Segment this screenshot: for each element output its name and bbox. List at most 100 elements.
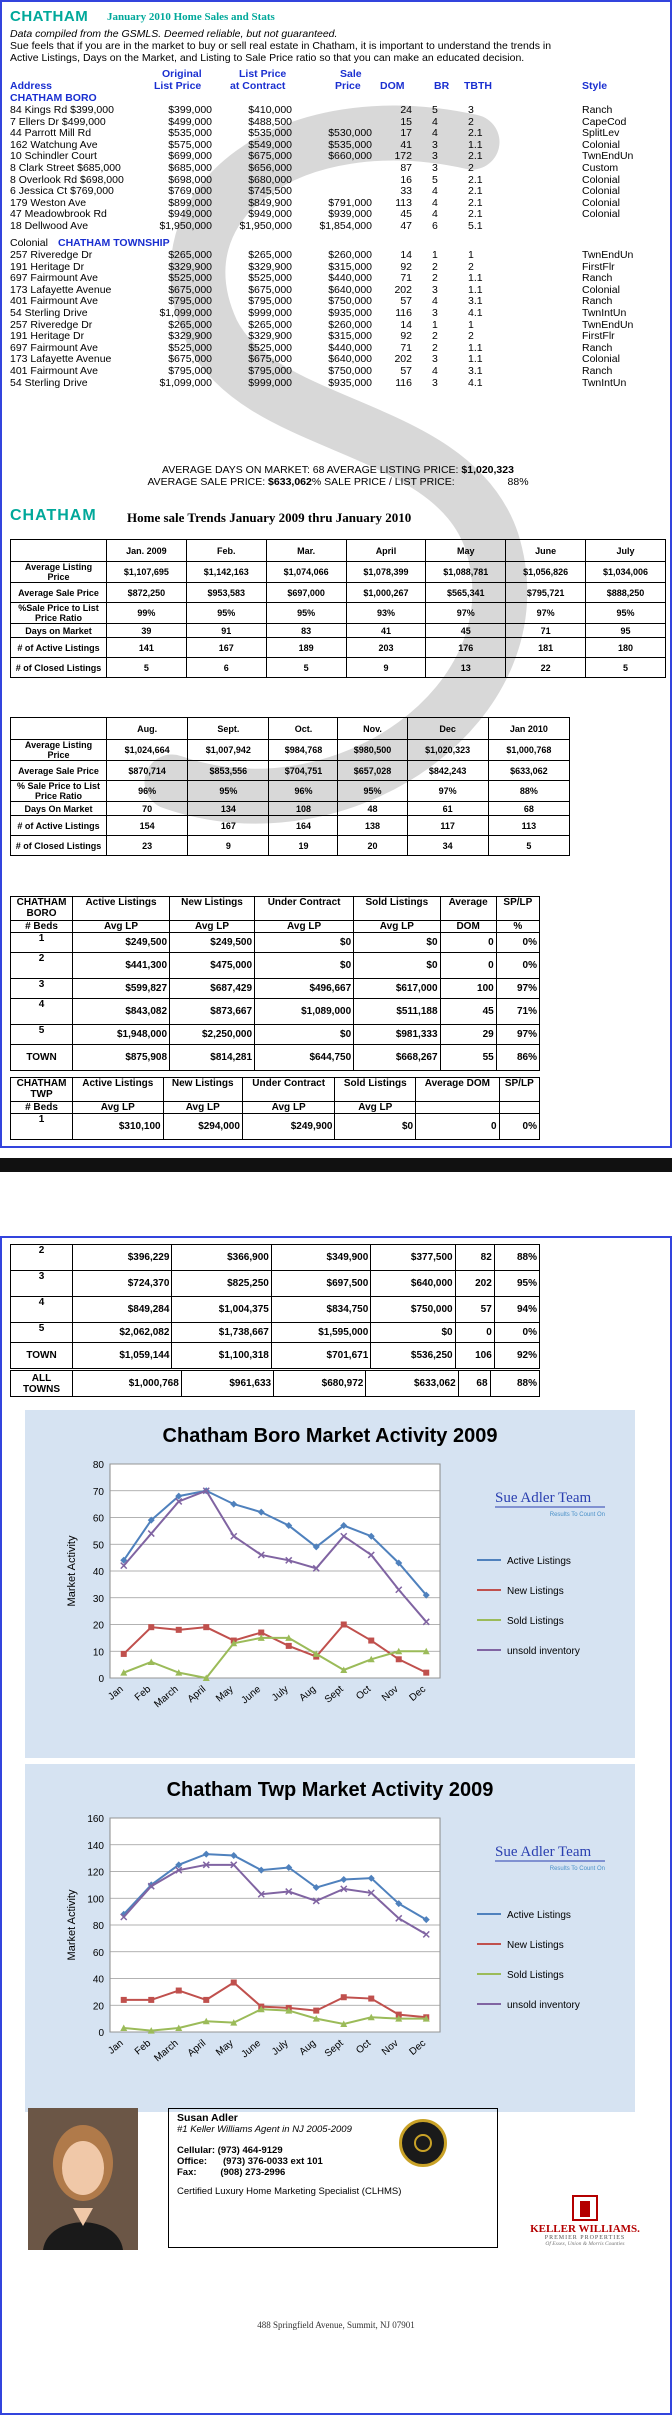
data-point [340,1666,348,1673]
trends-value: $704,751 [268,760,339,781]
boro-summary-cell: $0 [353,932,441,953]
col-dom: DOM [380,80,405,92]
boro-listing-cell: 2.1 [468,150,483,163]
trends-value: 97% [425,602,507,624]
data-point [120,1910,128,1918]
data-point [120,1669,128,1676]
trends-value: 70 [105,801,189,816]
y-tick-label: 140 [87,1841,104,1852]
trends-value: $633,062 [487,760,571,781]
trends-value: 5 [106,657,187,678]
trends-value: $565,341 [425,582,507,603]
trends-value: $888,250 [585,582,666,603]
trends-row-label: # of Active Listings [10,815,107,836]
col-sale: Sale [340,68,362,80]
twp-summary-subheader-row: # Beds Avg LP Avg LP Avg LP Avg LP [10,1101,541,1114]
twp-listing-cell: 3 [432,376,438,389]
series-line [123,1981,427,2019]
twp-listing-cell: 1 [432,249,438,261]
boro-chart-svg: Chatham Boro Market Activity 2009 0 10 20 30… [66,1425,605,1710]
trends-row-label: Average Listing Price [10,739,107,761]
twp-listing-cell: $935,000 [328,307,372,319]
boro-summary-cell: TOWN [10,1044,73,1071]
boro-listing-cell: 1.1 [468,138,483,151]
data-point [202,1674,210,1681]
twp-label-prefix: Colonial [10,237,48,249]
boro-listing-cell: 2.1 [468,208,483,221]
data-point [368,1637,375,1644]
data-point [422,1916,430,1924]
col-style: Style [582,80,608,92]
boro-listing-cell: Colonial [582,185,620,198]
twp-summary-cell: $536,250 [370,1342,456,1369]
twp-summary-subheader: Avg LP [72,1101,164,1114]
boro-listing-cell: 24 [400,104,412,116]
boro-listing-cell: 45 [400,208,412,221]
y-tick-label: 20 [93,2001,105,2012]
data-point [148,1996,155,2003]
col-original: Original [162,68,202,80]
data-point [230,1532,238,1540]
boro-summary-cell: 100 [439,978,497,999]
twp-listing-cell: 54 Sterling Drive [10,307,88,319]
twp-summary-cell: $849,284 [71,1296,173,1323]
twp-listing-cell: 2 [432,341,438,354]
data-point [395,1559,403,1567]
twp-listing-cell: $795,000 [168,365,212,377]
trends-row: # of Closed Listings 23 9 19 20 34 5 [10,835,571,856]
trends-row: # of Active Listings 154 167 164 138 117 113 [10,815,571,836]
boro-summary-cell: 1 [10,932,73,953]
boro-listing-cell: 172 [394,150,412,163]
twp-summary-cell: $366,900 [171,1244,272,1271]
twp-listing-cell: $315,000 [328,330,372,343]
twp-summary-cell: $349,900 [270,1244,372,1271]
boro-listing-cell: Colonial [582,173,620,186]
data-point [175,1669,183,1676]
boro-listing-cell: $1,950,000 [159,220,212,232]
page-separator [0,1150,672,1236]
trends-value: $842,243 [406,760,489,781]
boro-summary-cell: 0% [495,952,541,979]
chart-title: Chatham Boro Market Activity 2009 [163,1425,498,1447]
twp-summary-cell: 202 [454,1270,495,1297]
trends-value: 5 [487,835,571,856]
twp-summary-header: CHATHAM TWP [10,1077,73,1102]
brand-tagline: Results To Count On [550,1512,605,1518]
twp-summary-cell: $1,738,667 [171,1322,272,1343]
data-point [147,1658,155,1665]
twp-listing-cell: 3 [432,283,438,296]
boro-summary-cell: $873,667 [169,998,256,1025]
boro-summary-header: CHATHAM BORO [10,896,73,921]
trends-value: $1,034,006 [585,561,666,583]
legend-label: New Listings [507,1586,564,1597]
boro-summary-cell: 55 [439,1044,497,1071]
twp-summary-row: 3 $724,370 $825,250 $697,500 $640,000 202 95% [10,1270,541,1297]
office-address: 488 Springfield Avenue, Summit, NJ 07901 [257,2320,415,2330]
boro-summary-cell: $511,188 [353,998,441,1025]
data-point [395,1656,402,1663]
twp-listing-cell: Ranch [582,341,613,354]
trends-row: Average Sale Price $870,714 $853,556 $704,7… [10,760,571,781]
trends-value: 96% [105,780,189,802]
trends-value: $1,142,163 [185,561,267,583]
trends-row: Average Listing Price $1,107,695 $1,142,16… [10,561,666,583]
trends-row: Average Listing Price $1,024,664 $1,007,94… [10,739,571,761]
data-point [175,1987,182,1994]
boro-listing-cell: Ranch [582,104,613,116]
trends-value: $657,028 [337,760,408,781]
twp-listing-cell: 57 [400,295,412,308]
data-point [395,1647,403,1655]
boro-listing-cell: 2.1 [468,185,483,198]
twp-listing-cell: $675,000 [248,283,292,296]
boro-listing-cell: $949,000 [168,208,212,221]
boro-listing-cell: 6 [432,220,438,232]
boro-listing-cell: $680,000 [248,173,292,186]
twp-summary-cell: $0 [334,1113,417,1140]
boro-listing-cell: 8 Overlook Rd $698,000 [10,173,124,186]
data-point [312,1543,320,1551]
page-title: CHATHAM [10,8,89,25]
trends-value: 95% [585,602,666,624]
boro-summary-cell: $441,300 [71,952,171,979]
boro-summary-cell: $0 [254,932,355,953]
boro-listing-cell: $675,000 [248,150,292,163]
